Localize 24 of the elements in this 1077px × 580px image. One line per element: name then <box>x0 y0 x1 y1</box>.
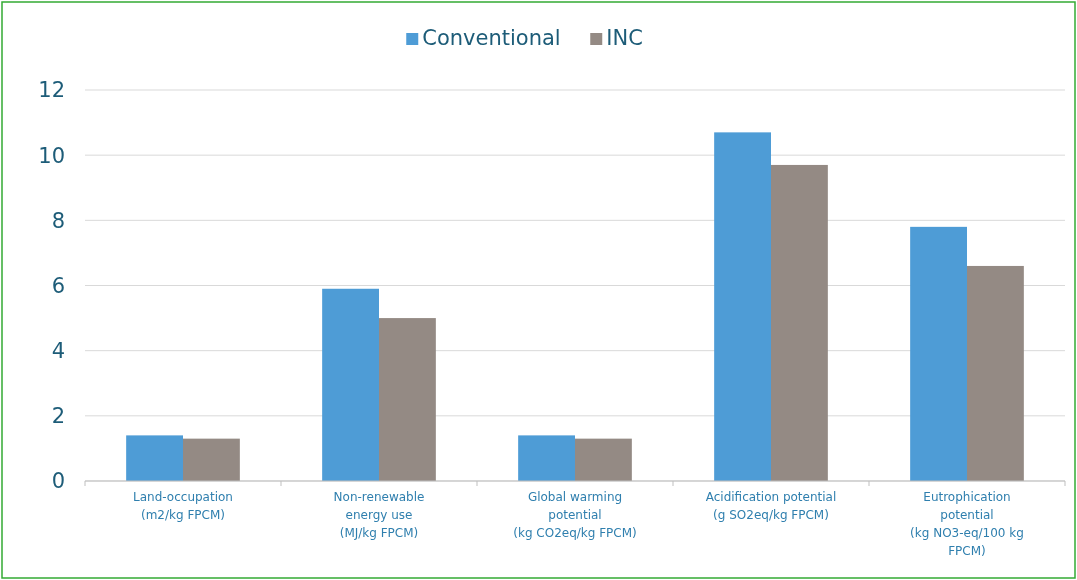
y-tick-label: 0 <box>51 469 65 494</box>
bar <box>910 226 967 481</box>
bar <box>183 438 240 481</box>
bar <box>322 288 379 481</box>
x-tick-label: Eutrophication potential (kg NO3-eq/100 kg FPCM) <box>910 490 1024 558</box>
bar <box>379 318 436 481</box>
y-tick-label: 4 <box>51 339 65 364</box>
y-tick-label: 10 <box>38 143 65 168</box>
bar <box>126 435 183 481</box>
y-tick-label: 8 <box>51 208 65 233</box>
x-tick-label: Land-occupation (m2/kg FPCM) <box>133 490 233 522</box>
y-tick-label: 6 <box>51 273 65 298</box>
x-tick-label: Acidification potential (g SO2eq/kg FPCM) <box>705 490 837 522</box>
bar <box>714 132 771 481</box>
y-tick-label: 2 <box>51 404 65 429</box>
bar <box>518 435 575 481</box>
legend-label: Conventional <box>422 26 561 50</box>
x-tick-label: Non-renewable energy use (MJ/kg FPCM) <box>333 490 425 540</box>
legend-label: INC <box>606 26 643 50</box>
bar <box>575 438 632 481</box>
y-tick-label: 12 <box>38 78 65 103</box>
bar <box>771 164 828 481</box>
x-tick-label: Global warming potential (kg CO2eq/kg FPCM) <box>513 490 637 540</box>
bar <box>967 265 1024 481</box>
